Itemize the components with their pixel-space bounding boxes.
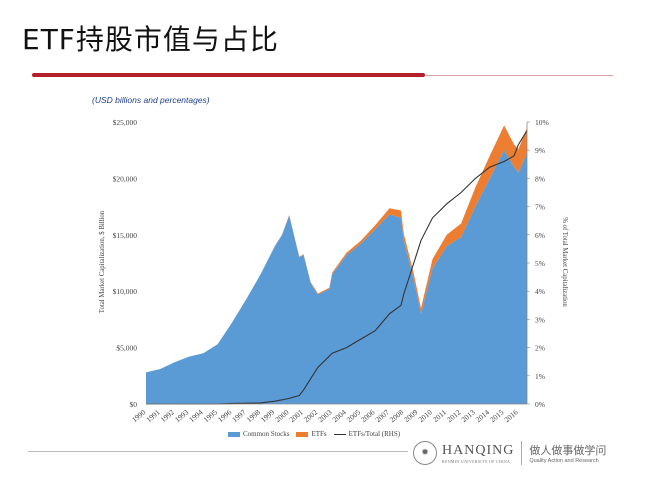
y2-axis-label: % of Total Market Capitalization [561,217,568,307]
slogan-chinese: 做人做事做学问 [529,444,607,457]
slide-title: ETF持股市值与占比 [22,23,279,56]
y2-tick-label: 0% [535,400,545,409]
common-stocks-area [146,150,527,404]
y2-tick-label: 6% [535,231,545,240]
university-seal-icon: ✹ [413,441,437,465]
brand-subtitle: RENMIN UNIVERSITY OF CHINA [442,458,511,464]
chart-legend: Common Stocks ETFs ETFs/Total (RHS) [228,430,400,438]
y2-tick-label: 7% [535,203,545,212]
y2-tick-label: 9% [535,146,545,155]
x-tick-label: 2016 [502,407,519,424]
title-underline-accent [32,73,425,77]
y-axis-label: Total Market Capitalization, $ Billion [99,210,106,313]
legend-item-etfs: ETFs [296,430,327,438]
y-tick-label: $15,000 [113,231,138,240]
units-note: (USD billions and percentages) [92,95,210,105]
y2-tick-label: 1% [535,372,545,381]
slogan-english: Quality Action and Research [529,458,599,464]
brand-name: HANQING [442,442,515,458]
y2-tick-label: 10% [535,118,549,127]
y2-tick-label: 3% [535,315,545,324]
y2-tick-label: 2% [535,344,545,353]
y2-tick-label: 8% [535,174,545,183]
y-tick-label: $5,000 [116,344,137,353]
y-tick-label: $25,000 [113,118,138,127]
legend-item-etf-ratio: ETFs/Total (RHS) [333,430,400,438]
footer-divider [28,451,408,452]
logo-divider [521,441,523,465]
footer-logo: ✹ HANQING RENMIN UNIVERSITY OF CHINA 做人做… [413,441,606,465]
title-underline-thin [425,75,613,76]
y2-tick-label: 5% [535,259,545,268]
y-tick-label: $10,000 [113,287,138,296]
y-tick-label: $20,000 [113,174,138,183]
y-tick-label: $0 [130,400,138,409]
legend-item-common-stocks: Common Stocks [228,430,289,438]
y2-tick-label: 4% [535,287,545,296]
